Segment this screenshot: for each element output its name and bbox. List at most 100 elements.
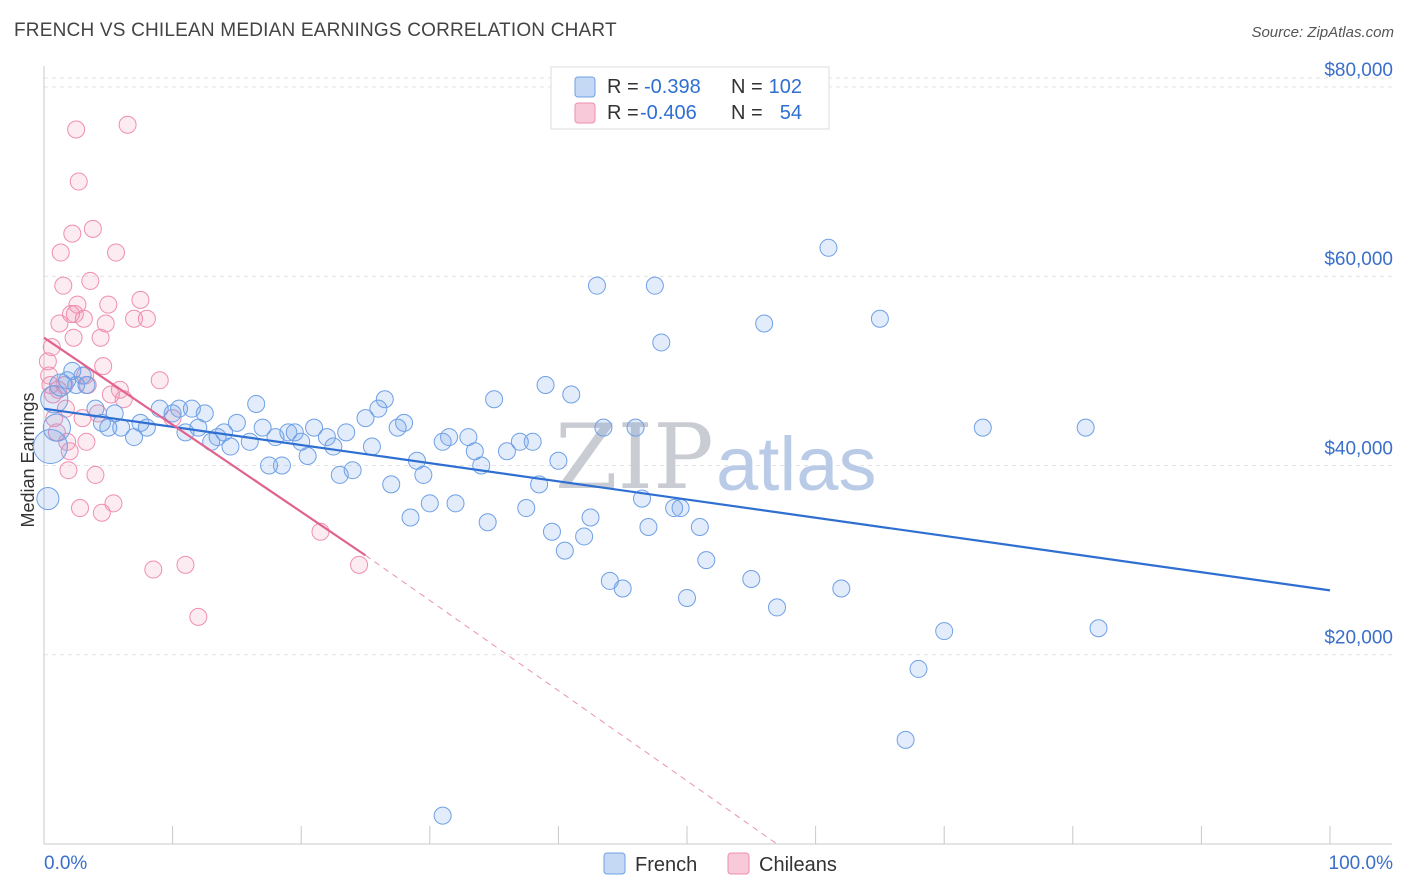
french-point [388,418,407,437]
french-point [497,442,516,461]
chilean-trend-line [43,336,367,557]
french-point [517,499,536,518]
axes [43,66,1392,845]
french-point [92,413,111,432]
legend-n-label-french: N = [731,76,763,98]
chilean-point [74,309,93,328]
chilean-point [92,503,111,522]
french-point [253,418,272,437]
x-tick-labels: 0.0% 100.0% [44,853,1393,874]
french-point [562,385,581,404]
french-point [272,456,291,475]
chilean-point [86,465,105,484]
french-point [440,428,459,447]
french-point [523,432,542,451]
chart-title: FRENCH VS CHILEAN MEDIAN EARNINGS CORREL… [14,20,617,41]
french-point [433,432,452,451]
french-point [536,376,555,395]
french-trend-line [43,407,1331,592]
chilean-trend-extension [365,554,778,845]
french-point [555,541,574,560]
french-point [73,366,92,385]
french-point [42,413,71,442]
french-point [626,418,645,437]
french-point [40,385,69,414]
chilean-point [107,243,126,262]
source-label: Source: ZipAtlas.com [1251,24,1394,41]
french-point [697,551,716,570]
french-point [549,451,568,470]
french-point [49,373,73,397]
legend-n-value-french: 102 [769,76,802,98]
chilean-point [64,328,83,347]
french-point [832,579,851,598]
legend-r-value-french: -0.398 [644,76,701,98]
chilean-point [131,290,150,309]
chilean-point [118,115,137,134]
french-point [1076,418,1095,437]
french-point [260,456,279,475]
y-tick-label: $40,000 [1324,438,1393,459]
french-point [343,461,362,480]
french-point [542,522,561,541]
french-point [652,333,671,352]
french-point [587,276,606,295]
french-point [478,513,497,532]
series-legend: French Chileans [603,852,837,876]
french-points [32,238,1108,825]
french-point [227,413,246,432]
french-point [935,622,954,641]
y-axis-title: Median Earnings [18,392,38,527]
french-point [645,276,664,295]
legend-n-label-chilean: N = [731,102,763,124]
french-point [613,579,632,598]
french-point [973,418,992,437]
chilean-point [99,295,118,314]
french-point [67,376,86,395]
chilean-point [60,442,79,461]
chilean-swatch [574,102,596,124]
french-point [317,428,336,447]
chilean-point [63,224,82,243]
french-point [382,475,401,494]
y-tick-labels: $20,000 $40,000 $60,000 $80,000 [1324,60,1393,649]
french-point [356,409,375,428]
french-point [485,390,504,409]
legend-french-label: French [635,854,697,876]
french-point [170,399,189,418]
french-point [690,517,709,536]
french-point [768,598,787,617]
chilean-point [40,366,59,385]
chilean-point [137,309,156,328]
french-point [575,527,594,546]
chilean-point [42,338,61,357]
chilean-point [77,432,96,451]
legend-chileans-label: Chileans [759,854,837,876]
french-point [163,404,182,423]
chilean-point [54,276,73,295]
watermark-atlas: atlas [716,422,877,507]
french-point [32,429,68,465]
french-point [446,494,465,513]
french-point [755,314,774,333]
french-point [221,437,240,456]
y-tick-label: $80,000 [1324,60,1393,81]
french-point [195,404,214,423]
legend-n-value-chilean: 54 [780,102,802,124]
french-point [362,437,381,456]
french-point [247,394,266,413]
french-point [870,309,889,328]
trend-lines [43,336,1331,845]
chilean-point [189,607,208,626]
french-point [77,376,96,395]
x-tick-label-min: 0.0% [44,853,87,874]
chilean-point [38,352,57,371]
french-point [420,494,439,513]
chilean-point [350,555,369,574]
french-point [1089,619,1108,638]
stats-legend: R = -0.398 N = 102 R = -0.406 N = 54 [550,66,830,130]
chilean-point [150,371,169,390]
french-point [305,418,324,437]
french-point [594,418,613,437]
